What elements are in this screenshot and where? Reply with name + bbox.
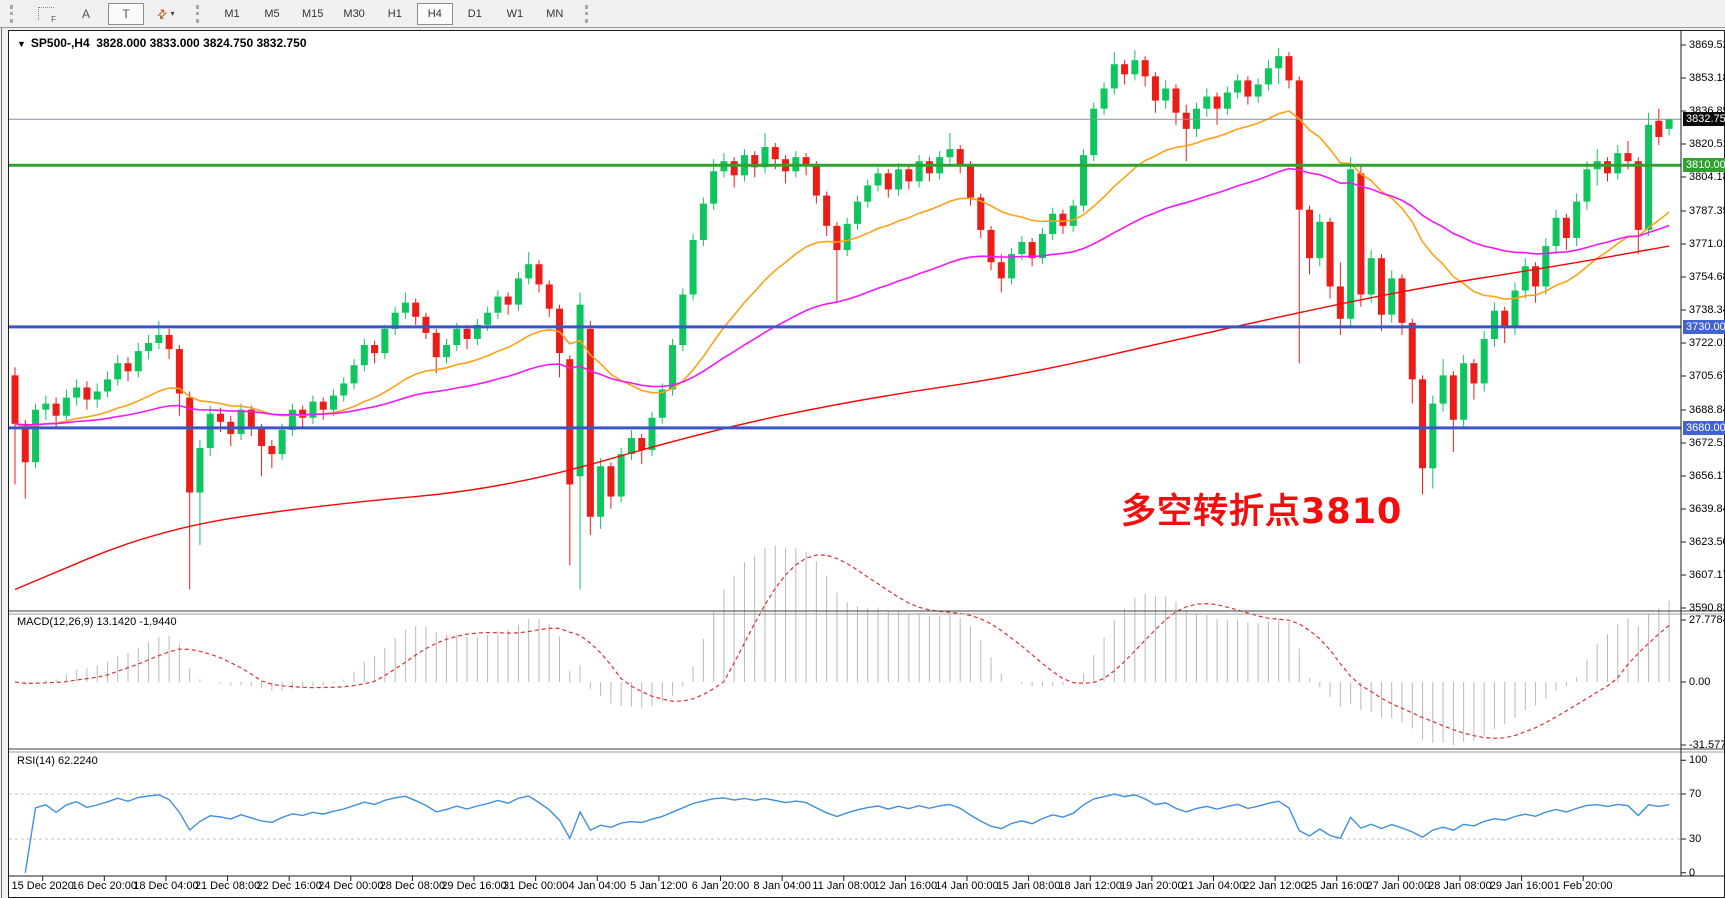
price-marker-3730.000: 3730.000 [1683,319,1725,334]
macd-axis-label: -31.5779 [1689,738,1725,751]
price-axis-label: 3787.350 [1689,204,1725,217]
timeframe-button-group: M1 M5 M15 M30 H1 H4 D1 W1 MN [212,2,575,25]
rsi-axis-label: 70 [1689,788,1702,800]
price-axis-label: 3738.345 [1689,303,1725,316]
price-axis-label: 3705.675 [1689,369,1725,382]
timeframe-button-M30[interactable]: M30 [343,7,365,20]
price-axis-label: 3607.170 [1689,568,1725,581]
price-axis-label: 3771.015 [1689,237,1725,250]
chart-template-icon[interactable]: F [28,3,64,25]
price-axis-label: 3804.180 [1689,170,1725,183]
rsi-indicator-label: RSI(14) 62.2240 [17,755,98,767]
time-axis-label: 21 Dec 08:00 [194,880,261,892]
time-axis-label: 21 Jan 04:00 [1181,880,1246,892]
price-axis-label: 3722.010 [1689,336,1725,349]
price-axis-label: 3623.505 [1689,535,1725,548]
timeframe-button-H4[interactable]: H4 [416,2,453,25]
time-axis-label: 4 Jan 04:00 [568,880,627,892]
time-axis-label: 14 Jan 00:00 [935,880,999,892]
price-axis-label: 3590.835 [1689,601,1725,614]
time-axis-label: 31 Dec 00:00 [502,880,569,892]
toolbar-grip[interactable] [584,4,595,23]
time-axis-label: 18 Jan 12:00 [1058,880,1123,892]
macd-axis-label: 0.00 [1689,676,1711,688]
window-edge [1,0,2,898]
time-axis-label: 22 Jan 12:00 [1243,880,1307,892]
time-axis-label: 18 Dec 04:00 [133,880,199,892]
time-axis-label: 6 Jan 20:00 [691,880,750,892]
dropdown-caret-icon: ▾ [170,9,175,18]
rsi-axis-label: 30 [1689,833,1702,845]
time-axis-label: 12 Jan 16:00 [873,880,938,892]
time-axis-label: 15 Jan 08:00 [996,880,1061,892]
rsi-axis-label: 0 [1689,866,1696,879]
price-axis-label: 3688.845 [1689,403,1725,416]
price-axis-label: 3656.175 [1689,469,1725,482]
time-axis-label: 19 Jan 20:00 [1120,880,1184,892]
price-marker-3680.000: 3680.000 [1683,420,1725,435]
time-axis-label: 24 Dec 00:00 [318,880,384,892]
price-marker-3832.750: 3832.750 [1683,112,1725,127]
price-axis-label: 3754.680 [1689,270,1725,283]
time-axis-label: 8 Jan 04:00 [753,880,811,892]
text-annotation-icon[interactable]: A [81,6,90,21]
time-axis-label: 29 Jan 16:00 [1489,880,1554,892]
time-axis-label: 5 Jan 12:00 [630,880,688,892]
toolbar: F A T ⇄ ▾ M1 M5 M15 M30 H1 H4 D1 W1 MN [0,0,1725,28]
price-axis-label: 3639.840 [1689,502,1725,515]
toolbar-grip[interactable] [10,4,20,23]
price-axis-label: 3672.510 [1689,436,1725,449]
price-axis-label: 3820.515 [1689,137,1725,150]
symbol-period-label: SP500-,H4 [30,36,90,50]
time-axis-label: 29 Dec 16:00 [441,880,507,892]
time-axis-label: 25 Jan 16:00 [1304,880,1369,892]
chart-text-annotation[interactable]: 多空转折点3810 [1121,492,1403,532]
chart-window: ▼ SP500-,H4 3828.000 3833.000 3824.750 38… [8,30,1725,898]
time-axis-label: 15 Dec 2020 [11,880,74,892]
macd-axis-label: 27.7784 [1689,613,1725,626]
text-box-icon[interactable]: T [108,2,144,25]
toolbar-grip[interactable] [196,4,206,23]
time-axis-label: 16 Dec 20:00 [71,880,138,892]
ohlc-readout: 3828.000 3833.000 3824.750 3832.750 [96,36,307,50]
timeframe-button-MN[interactable]: MN [546,7,564,20]
timeframe-button-M15[interactable]: M15 [302,7,324,20]
chart-title: ▼ SP500-,H4 3828.000 3833.000 3824.750 38… [17,36,307,50]
time-axis-label: 28 Dec 08:00 [379,880,446,892]
cycle-arrows-icon[interactable]: ⇄ ▾ [153,4,175,23]
symbol-dropdown-icon[interactable]: ▼ [17,39,26,49]
time-axis-label: 28 Jan 08:00 [1428,880,1492,892]
time-axis-label: 1 Feb 20:00 [1553,880,1613,892]
price-marker-3810.000: 3810.000 [1683,158,1725,173]
timeframe-button-D1[interactable]: D1 [467,7,482,20]
time-axis-label: 22 Dec 16:00 [256,880,322,892]
rsi-axis-label: 100 [1689,754,1708,767]
price-axis-label: 3853.185 [1689,71,1725,84]
timeframe-button-M1[interactable]: M1 [224,7,240,20]
chart-canvas[interactable] [9,31,1724,897]
timeframe-button-W1[interactable]: W1 [506,7,524,20]
time-axis-label: 11 Jan 08:00 [812,880,876,892]
timeframe-button-H1[interactable]: H1 [387,7,402,20]
price-axis-label: 3869.520 [1689,39,1725,51]
macd-indicator-label: MACD(12,26,9) 13.1420 -1.9440 [17,616,177,628]
timeframe-button-M5[interactable]: M5 [264,7,280,20]
time-axis-label: 27 Jan 00:00 [1366,880,1431,892]
